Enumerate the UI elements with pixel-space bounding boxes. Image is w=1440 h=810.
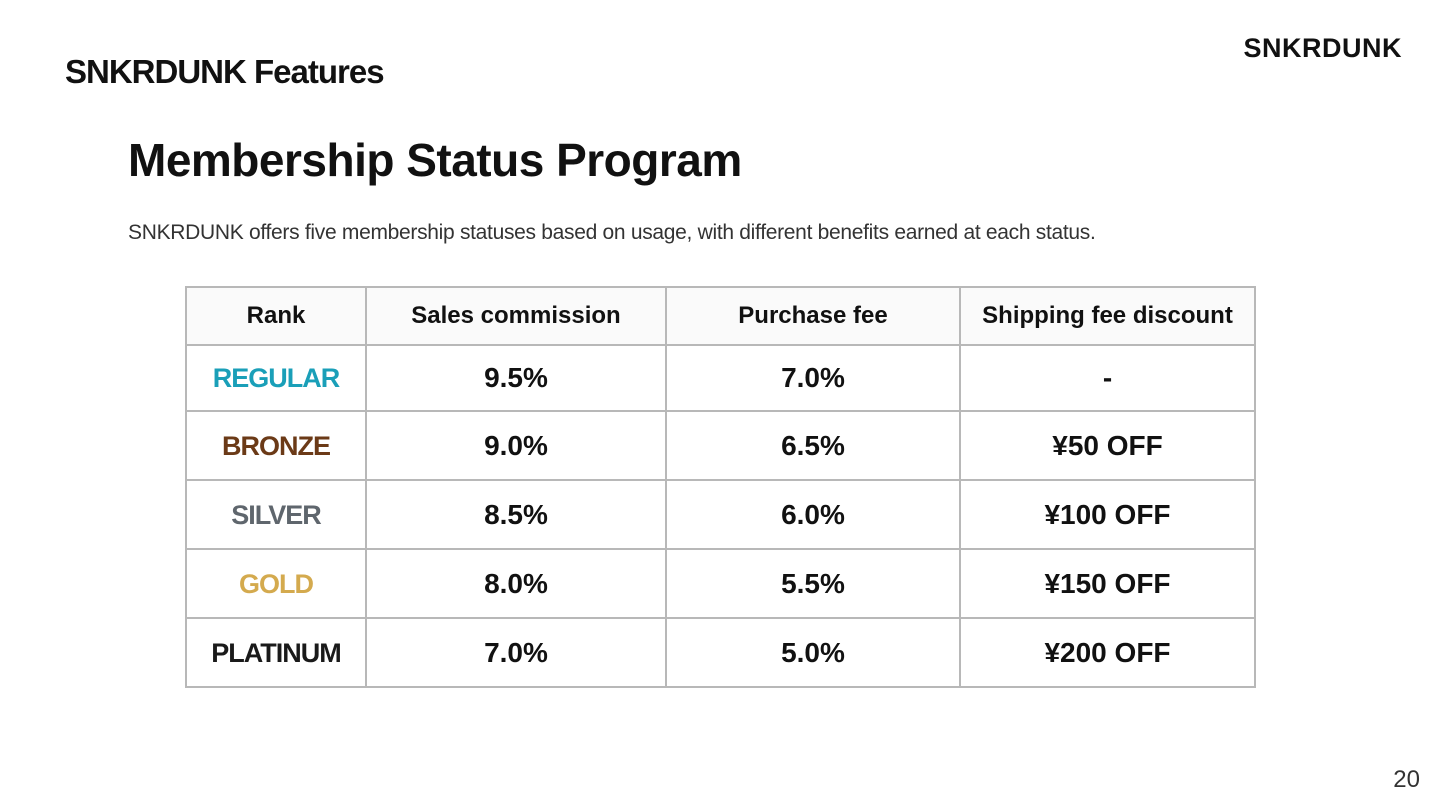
shipping-discount-cell: ¥50 OFF — [959, 410, 1256, 481]
shipping-discount-cell: ¥150 OFF — [959, 548, 1256, 619]
rank-cell: GOLD — [185, 548, 367, 619]
rank-cell: REGULAR — [185, 344, 367, 412]
table-header-row: Rank Sales commission Purchase fee Shipp… — [185, 286, 1256, 346]
header-sales-commission: Sales commission — [365, 286, 667, 346]
header-purchase-fee: Purchase fee — [665, 286, 961, 346]
rank-cell: BRONZE — [185, 410, 367, 481]
shipping-discount-cell: ¥100 OFF — [959, 479, 1256, 550]
page-title: Membership Status Program — [128, 134, 742, 186]
header-rank: Rank — [185, 286, 367, 346]
rank-cell: SILVER — [185, 479, 367, 550]
rank-label: BRONZE — [222, 430, 331, 461]
shipping-discount-cell: - — [959, 344, 1256, 412]
purchase-fee-cell: 5.5% — [665, 548, 961, 619]
rank-cell: PLATINUM — [185, 617, 367, 688]
brand-logo: SNKRDUNK — [1243, 33, 1402, 63]
table-row: PLATINUM 7.0% 5.0% ¥200 OFF — [185, 617, 1256, 688]
sales-commission-cell: 9.0% — [365, 410, 667, 481]
purchase-fee-cell: 5.0% — [665, 617, 961, 688]
rank-label: GOLD — [239, 568, 314, 599]
table-row: REGULAR 9.5% 7.0% - — [185, 344, 1256, 412]
table-row: BRONZE 9.0% 6.5% ¥50 OFF — [185, 410, 1256, 481]
page-description: SNKRDUNK offers five membership statuses… — [128, 221, 1096, 244]
purchase-fee-cell: 6.5% — [665, 410, 961, 481]
shipping-discount-cell: ¥200 OFF — [959, 617, 1256, 688]
rank-label: PLATINUM — [211, 637, 341, 668]
table-row: SILVER 8.5% 6.0% ¥100 OFF — [185, 479, 1256, 550]
sales-commission-cell: 9.5% — [365, 344, 667, 412]
rank-label: SILVER — [231, 499, 322, 530]
section-title: SNKRDUNK Features — [65, 53, 385, 90]
page-number: 20 — [1393, 766, 1420, 793]
rank-label: REGULAR — [212, 363, 340, 393]
sales-commission-cell: 7.0% — [365, 617, 667, 688]
table-row: GOLD 8.0% 5.5% ¥150 OFF — [185, 548, 1256, 619]
sales-commission-cell: 8.0% — [365, 548, 667, 619]
purchase-fee-cell: 6.0% — [665, 479, 961, 550]
sales-commission-cell: 8.5% — [365, 479, 667, 550]
membership-table: Rank Sales commission Purchase fee Shipp… — [185, 286, 1256, 688]
purchase-fee-cell: 7.0% — [665, 344, 961, 412]
header-shipping-discount: Shipping fee discount — [959, 286, 1256, 346]
